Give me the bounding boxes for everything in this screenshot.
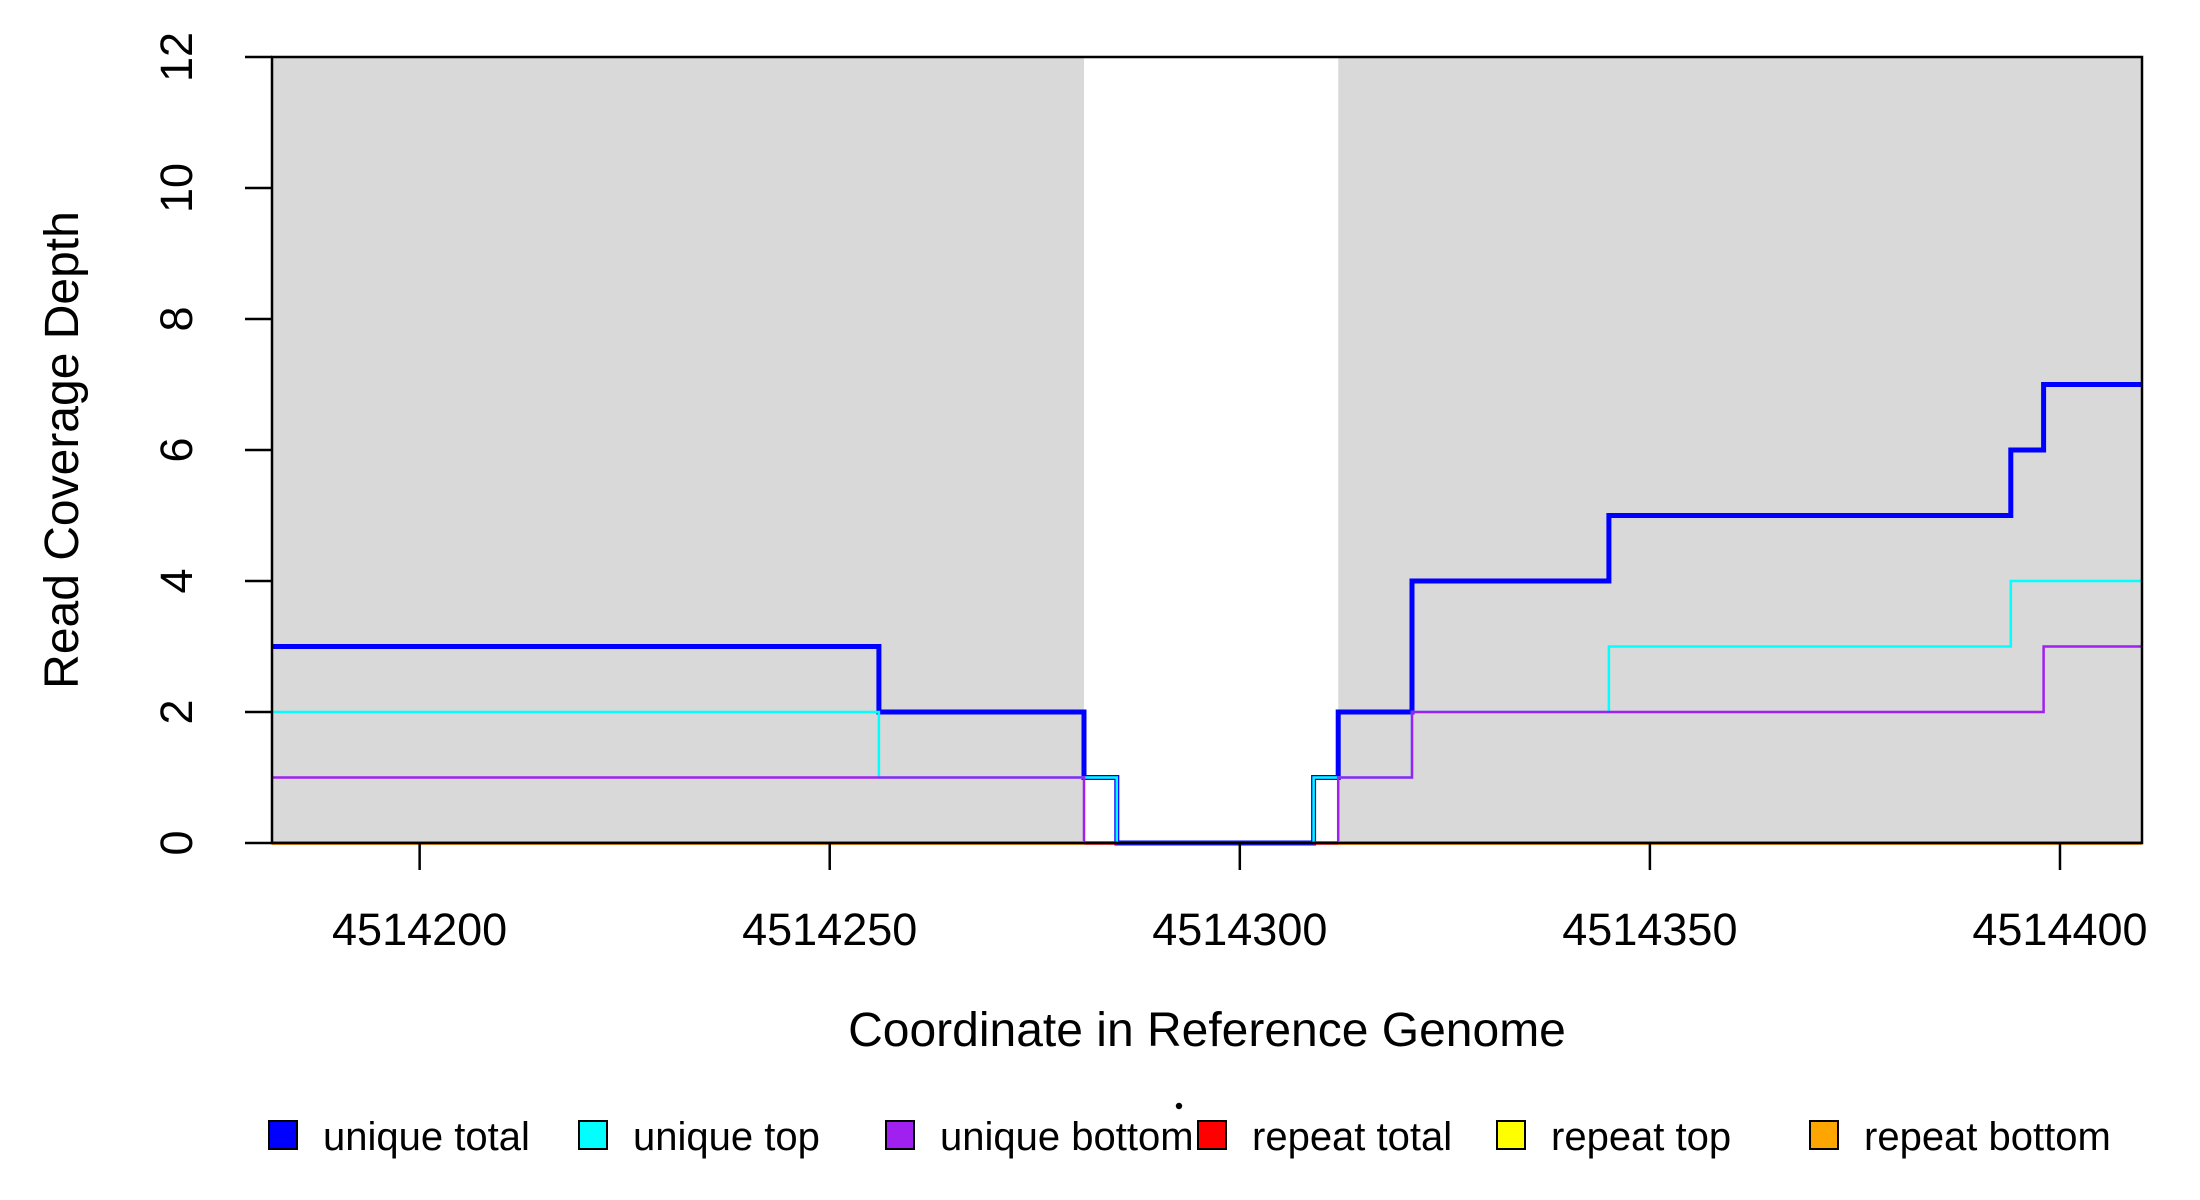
x-axis-title: Coordinate in Reference Genome (848, 1004, 1566, 1057)
repeat-region-left (272, 57, 1084, 843)
legend-swatch-repeat-top (1496, 1120, 1526, 1150)
y-tick-label: 2 (151, 699, 202, 724)
legend-label: unique bottom (940, 1115, 1194, 1159)
legend-label: repeat total (1252, 1115, 1452, 1159)
stray-dot (1175, 1102, 1183, 1110)
legend-swatch-repeat-bottom (1809, 1120, 1839, 1150)
y-tick-label: 10 (151, 163, 202, 213)
legend-swatch-unique-bottom (885, 1120, 915, 1150)
y-axis-title: Read Coverage Depth (36, 211, 89, 689)
axes-ticks-labels: 4514200 4514250 4514300 4514350 4514400 0 2 4 6 8… (151, 32, 2148, 955)
legend-label: unique total (323, 1115, 530, 1159)
y-tick-label: 12 (151, 32, 202, 82)
x-tick-label: 4514400 (1972, 904, 2147, 955)
legend-label: repeat top (1551, 1115, 1731, 1159)
y-tick-label: 4 (151, 568, 202, 593)
y-tick-label: 0 (151, 830, 202, 855)
legend-label: unique top (633, 1115, 820, 1159)
legend-swatch-unique-top (578, 1120, 608, 1150)
x-tick-label: 4514350 (1562, 904, 1737, 955)
series-unique-total (272, 382, 2142, 846)
x-tick-label: 4514200 (332, 904, 507, 955)
x-tick-label: 4514250 (742, 904, 917, 955)
legend: unique total unique top unique bottom repea… (268, 1102, 2111, 1159)
y-tick-label: 6 (151, 437, 202, 462)
series-unique-bottom (272, 645, 2142, 845)
repeat-region-bands (272, 57, 2142, 843)
legend-swatch-unique-total (268, 1120, 298, 1150)
legend-swatch-repeat-total (1197, 1120, 1227, 1150)
legend-label: repeat bottom (1864, 1115, 2111, 1159)
y-tick-label: 8 (151, 306, 202, 331)
x-tick-label: 4514300 (1152, 904, 1327, 955)
